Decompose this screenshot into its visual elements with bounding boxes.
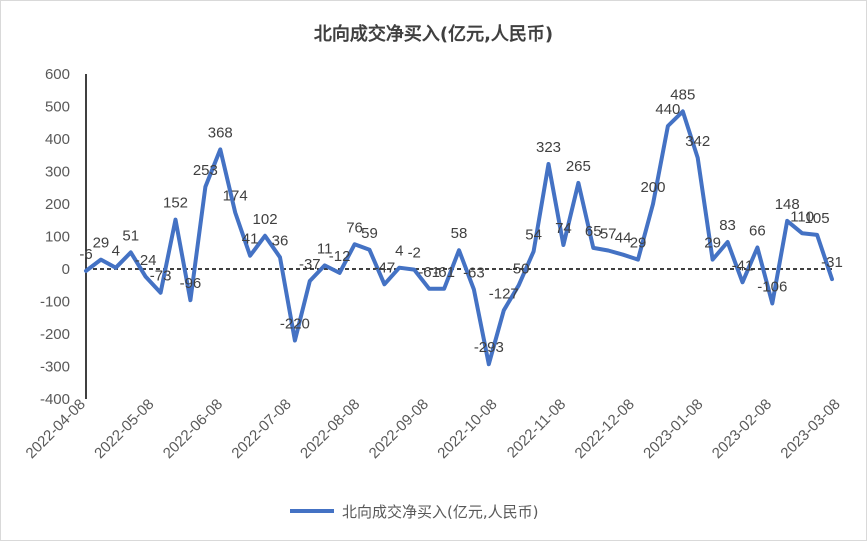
y-tick-label: 400 (45, 131, 70, 148)
data-label: -61 (418, 264, 440, 281)
y-tick-label: 0 (62, 261, 70, 278)
data-label: -63 (463, 264, 485, 281)
x-tick-label: 2022-07-08 (228, 396, 294, 462)
x-tick-label: 2022-06-08 (160, 396, 226, 462)
data-label: 58 (451, 225, 468, 242)
data-label: 440 (655, 101, 680, 118)
data-label: 148 (775, 196, 800, 213)
data-label: 368 (208, 124, 233, 141)
data-label: -24 (135, 252, 157, 269)
y-tick-label: -400 (40, 391, 70, 408)
y-tick-label: 600 (45, 66, 70, 83)
x-tick-label: 2022-10-08 (434, 396, 500, 462)
data-label: 485 (670, 86, 695, 103)
series-line (84, 109, 834, 367)
data-label: 29 (630, 235, 647, 252)
data-label: -47 (374, 259, 396, 276)
data-label: 41 (242, 231, 259, 248)
data-label: -6 (79, 246, 92, 263)
legend-series-line (290, 509, 334, 513)
x-tick-label: 2022-05-08 (91, 396, 157, 462)
data-label: -37 (299, 256, 321, 273)
y-tick-label: 300 (45, 164, 70, 181)
data-label: 342 (685, 133, 710, 150)
data-label: 66 (749, 223, 766, 240)
data-label: -127 (489, 285, 519, 302)
data-label: 36 (272, 232, 289, 249)
data-label: 54 (525, 226, 542, 243)
legend: 北向成交净买入(亿元,人民币) (290, 500, 538, 522)
data-label: 44 (615, 230, 632, 247)
data-label: 57 (600, 225, 617, 242)
x-tick-label: 2022-12-08 (572, 396, 638, 462)
data-label: 265 (566, 158, 591, 175)
y-tick-label: -200 (40, 326, 70, 343)
data-label: 51 (122, 227, 139, 244)
y-tick-label: -100 (40, 294, 70, 311)
data-label: -96 (180, 275, 202, 292)
data-label: 11 (317, 240, 333, 257)
x-tick-label: 2023-03-08 (778, 396, 844, 462)
y-tick-label: 500 (45, 99, 70, 116)
data-label: -73 (150, 268, 172, 285)
x-tick-label: 2022-11-08 (504, 396, 569, 461)
data-label: -2 (408, 245, 421, 262)
data-label: 76 (346, 219, 363, 236)
data-label: -106 (757, 278, 787, 295)
data-label: 253 (193, 162, 218, 179)
data-label: 4 (395, 243, 403, 260)
data-label: -220 (280, 316, 310, 333)
x-tick-label: 2022-09-08 (366, 396, 432, 462)
data-label: -50 (508, 260, 530, 277)
data-label: 4 (112, 243, 120, 260)
data-label: 105 (805, 210, 830, 227)
data-label: -61 (433, 264, 455, 281)
data-label: -12 (329, 248, 351, 265)
data-label: 174 (223, 187, 248, 204)
data-label: 59 (361, 225, 378, 242)
x-tick-label: 2023-01-08 (640, 396, 706, 462)
data-label: -41 (732, 257, 754, 274)
y-tick-label: -300 (40, 359, 70, 376)
data-label: 110 (790, 208, 814, 225)
x-tick-label: 2022-08-08 (297, 396, 363, 462)
chart-title: 北向成交净买入(亿元,人民币) (313, 24, 554, 45)
data-label: 29 (704, 235, 721, 252)
data-label: 65 (585, 223, 602, 240)
data-label: -293 (474, 339, 504, 356)
data-label: 29 (93, 235, 110, 252)
data-label: 152 (163, 195, 188, 212)
data-label: 74 (555, 220, 572, 237)
y-tick-label: 100 (45, 229, 70, 246)
data-label: 83 (719, 217, 736, 234)
legend-series-label: 北向成交净买入(亿元,人民币) (342, 502, 539, 521)
data-label: 323 (536, 139, 561, 156)
x-tick-label: 2023-02-08 (709, 396, 775, 462)
data-label: -31 (821, 254, 843, 271)
y-tick-label: 200 (45, 196, 70, 213)
data-label: 102 (253, 211, 278, 228)
data-label: 200 (640, 179, 665, 196)
